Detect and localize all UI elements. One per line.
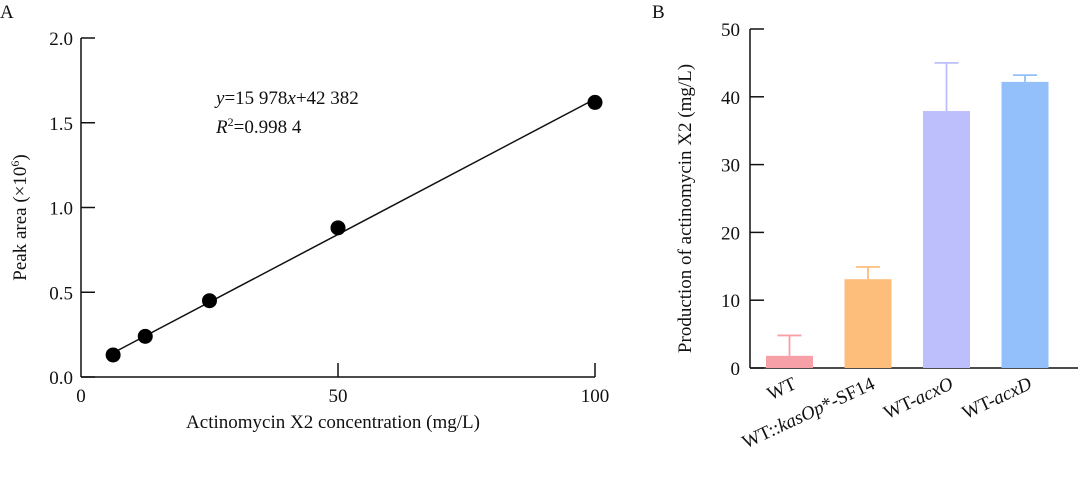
a-x-axis-label: Actinomycin X2 concentration (mg/L) [186, 412, 480, 433]
b-y-ticks: 0 10 20 30 40 50 [721, 20, 764, 380]
a-equation-annotation: y=15 978x+42 382 [214, 88, 359, 109]
b-x-tick-label: WT-acxD [959, 373, 1035, 424]
a-data-point [587, 94, 603, 110]
a-fit-line [112, 98, 596, 354]
a-y-tick-label: 0.5 [49, 283, 73, 304]
panel-a-label: A [0, 2, 14, 23]
a-y-ticks: 0.0 0.5 1.0 1.5 2.0 [49, 29, 95, 389]
a-y-label-close: ) [10, 154, 31, 160]
b-bar [766, 355, 813, 368]
panel-b-label: B [652, 2, 665, 23]
a-x-tick-label: 50 [329, 386, 348, 407]
b-y-tick-label: 20 [721, 223, 740, 244]
a-data-point [202, 293, 217, 309]
a-x-tick-label: 0 [76, 386, 86, 407]
b-bar [844, 279, 892, 368]
b-x-tick-label-part: acxO [911, 373, 956, 409]
eq-slope: =15 978 [224, 88, 287, 109]
r2-exp: 2 [228, 115, 234, 129]
b-x-tick-label: WT-acxO [880, 373, 956, 424]
eq-y: y [214, 88, 225, 109]
b-x-tick-label: WT::kasOp*-SF14 [739, 373, 879, 453]
b-y-tick-label: 50 [721, 20, 740, 41]
a-points [105, 94, 603, 363]
r2-R: R [215, 117, 228, 138]
eq-x: x [286, 88, 296, 109]
b-bars [766, 62, 1049, 369]
b-bar [923, 111, 970, 369]
b-x-tick-label-part: acxD [990, 373, 1035, 409]
a-y-label-exp: 6 [8, 161, 22, 167]
a-y-label-base: Peak area (×10 [10, 167, 31, 281]
b-x-tick-label-part: WT [764, 373, 800, 405]
a-y-tick-label: 0.0 [49, 368, 73, 389]
a-y-tick-label: 1.0 [49, 199, 73, 220]
a-r2-annotation: R2=0.998 4 [215, 115, 302, 138]
b-x-tick-label-part: *-SF14 [819, 373, 879, 416]
a-data-point [105, 347, 121, 363]
b-y-tick-label: 30 [721, 156, 740, 177]
eq-intercept: +42 382 [296, 88, 359, 109]
b-x-tick-label-part: kasOp [775, 397, 828, 437]
a-x-ticks: 0 50 100 [76, 363, 609, 407]
a-y-axis-label: Peak area (×106) [8, 154, 31, 280]
a-x-tick-label: 100 [581, 386, 610, 407]
b-y-tick-label: 0 [731, 359, 741, 380]
a-data-point [330, 220, 346, 236]
b-bar [1001, 81, 1049, 368]
a-y-tick-label: 1.5 [49, 114, 73, 135]
r2-value: =0.998 4 [234, 117, 302, 138]
panel-a-scatter: A 0.0 0.5 1.0 1.5 2.0 0 50 100 Actinomycin X2 … [0, 2, 609, 433]
b-y-tick-label: 10 [721, 291, 740, 312]
a-y-tick-label: 2.0 [49, 29, 73, 50]
b-y-axis-label: Production of actinomycin X2 (mg/L) [675, 64, 696, 353]
a-data-point [137, 328, 153, 344]
b-x-tick-label: WT [764, 373, 800, 405]
b-y-tick-label: 40 [721, 88, 740, 109]
